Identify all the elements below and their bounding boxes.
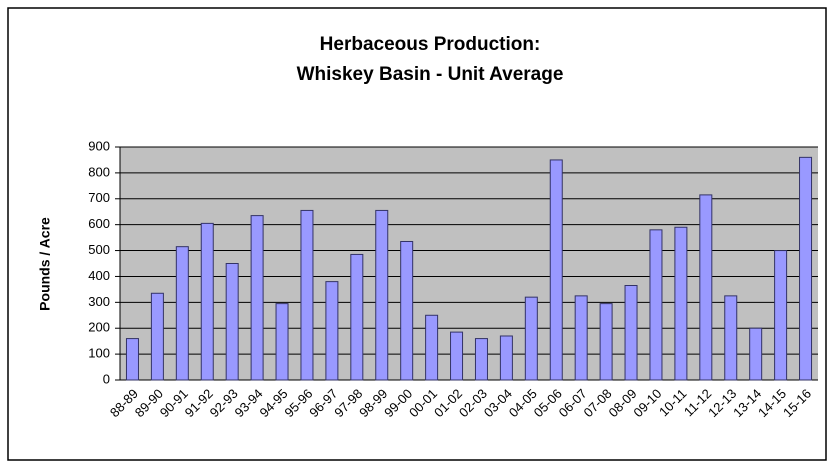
y-tick-label: 700 (88, 190, 110, 205)
bar (674, 226, 688, 381)
bar (175, 246, 189, 381)
y-tick-label: 800 (88, 164, 110, 179)
bar (499, 335, 513, 381)
bar (225, 263, 239, 381)
chart-title: Herbaceous Production: (320, 34, 541, 55)
bar (150, 292, 164, 381)
y-tick-label: 600 (88, 216, 110, 231)
y-tick-label: 100 (88, 346, 110, 361)
bar (599, 303, 613, 381)
plot-area (120, 147, 818, 380)
y-tick-label: 500 (88, 242, 110, 257)
bar (524, 296, 538, 381)
bar (574, 295, 588, 381)
y-tick-label: 300 (88, 294, 110, 309)
bar (200, 222, 214, 381)
bar (774, 250, 788, 381)
bar (724, 295, 738, 381)
y-tick-label: 0 (103, 371, 110, 386)
bar (474, 338, 488, 381)
bar (749, 327, 763, 381)
bar (350, 253, 364, 381)
chart-title: Whiskey Basin - Unit Average (297, 64, 564, 85)
bar (649, 229, 663, 381)
y-tick-label: 400 (88, 268, 110, 283)
bar (699, 194, 713, 381)
bar (250, 215, 264, 381)
bar (275, 303, 289, 381)
bar (549, 159, 563, 381)
bar (799, 156, 813, 381)
y-tick-label: 200 (88, 320, 110, 335)
bar (624, 285, 638, 381)
bar (325, 281, 339, 381)
bar (375, 209, 389, 381)
bar (125, 338, 139, 381)
bar (400, 240, 414, 381)
bar (450, 331, 464, 381)
y-tick-label: 900 (88, 138, 110, 153)
bar (300, 209, 314, 381)
bar (425, 314, 439, 381)
y-axis-title: Pounds / Acre (37, 217, 53, 311)
